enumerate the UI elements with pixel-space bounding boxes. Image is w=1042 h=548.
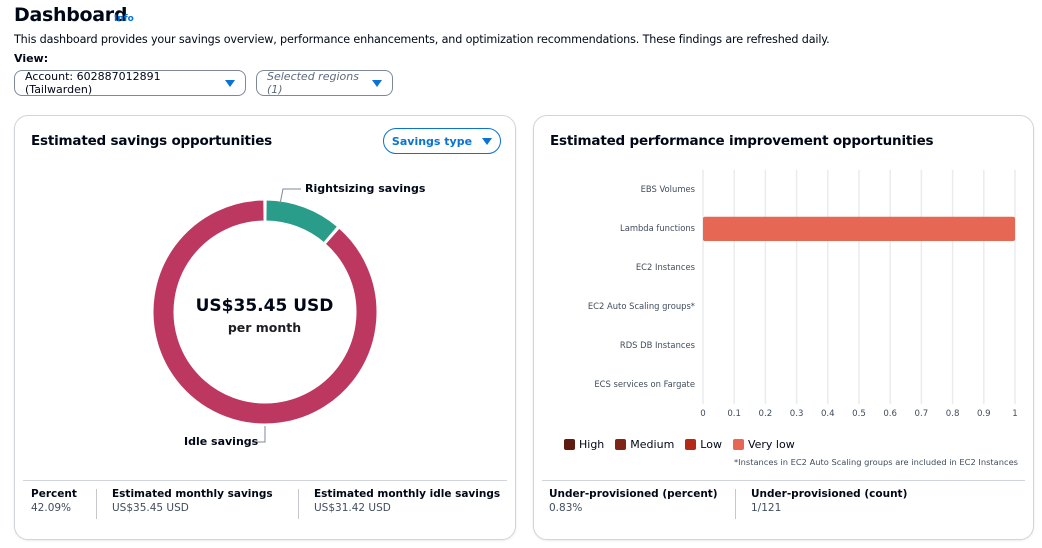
stat-label: Estimated monthly idle savings — [314, 488, 501, 500]
legend-swatch — [732, 439, 744, 450]
y-axis-label: EC2 Instances — [635, 261, 695, 272]
performance-card: Estimated performance improvement opport… — [533, 115, 1034, 540]
bar-chart — [702, 170, 1016, 404]
stat-label: Percent — [31, 488, 77, 500]
legend-item-low[interactable]: Low — [685, 438, 722, 451]
legend-swatch — [615, 439, 627, 450]
x-tick-label: 0.8 — [945, 409, 960, 419]
caret-down-icon — [225, 79, 235, 87]
x-tick-label: 0.1 — [727, 409, 742, 419]
view-label: View: — [14, 52, 49, 65]
donut-label-rightsizing: Rightsizing savings — [305, 182, 426, 195]
stat-value: 0.83% — [549, 502, 583, 514]
divider — [542, 480, 1025, 481]
stat-value: 1/121 — [751, 502, 782, 514]
regions-select[interactable]: Selected regions (1) — [256, 70, 393, 96]
bar-lambda-functions-very-low[interactable] — [703, 216, 1015, 241]
y-axis-label: Lambda functions — [620, 222, 695, 233]
donut-center-sub: per month — [227, 320, 302, 335]
legend-swatch — [685, 439, 697, 450]
x-tick-label: 1 — [1012, 409, 1018, 419]
y-axis-label: EC2 Auto Scaling groups* — [587, 300, 695, 311]
caret-down-icon — [482, 137, 493, 145]
info-link[interactable]: Info — [114, 14, 134, 24]
account-select-value: Account: 602887012891 (Tailwarden) — [25, 70, 161, 96]
x-tick-label: 0.4 — [820, 409, 835, 419]
donut-slice-idle-savings[interactable] — [152, 199, 378, 425]
savings-card-title: Estimated savings opportunities — [31, 133, 272, 149]
divider — [96, 489, 97, 519]
performance-card-title: Estimated performance improvement opport… — [550, 133, 934, 149]
legend-label: Low — [700, 438, 722, 451]
stat-value: 42.09% — [31, 502, 72, 514]
legend-label: High — [579, 438, 605, 451]
x-tick-label: 0.3 — [789, 409, 804, 419]
stat-label: Estimated monthly savings — [112, 488, 273, 500]
savings-card: Estimated savings opportunities Savings … — [14, 115, 516, 540]
x-tick-label: 0 — [700, 409, 706, 419]
x-tick-label: 0.5 — [852, 409, 866, 419]
donut-chart — [152, 188, 378, 443]
stat-value: US$35.45 USD — [112, 502, 189, 514]
y-axis-label: EBS Volumes — [640, 183, 695, 194]
chart-footnote: *Instances in EC2 Auto Scaling groups ar… — [734, 457, 1018, 467]
y-axis-label: RDS DB Instances — [619, 339, 695, 350]
savings-type-button[interactable]: Savings type — [383, 128, 501, 154]
page-description: This dashboard provides your savings ove… — [14, 33, 830, 46]
legend-swatch — [564, 439, 575, 450]
legend-label: Medium — [630, 438, 675, 451]
donut-label-idle: Idle savings — [184, 435, 259, 448]
legend-label: Very low — [747, 438, 795, 451]
legend-item-high[interactable]: High — [564, 438, 604, 451]
stat-idle-savings: Estimated monthly idle savings US$31.42 … — [314, 488, 500, 514]
regions-select-value: Selected regions (1) — [267, 70, 359, 96]
stat-value: US$31.42 USD — [314, 502, 391, 514]
x-tick-label: 0.6 — [883, 409, 898, 419]
page-title: Dashboard — [14, 4, 128, 26]
legend-item-medium[interactable]: Medium — [615, 438, 674, 451]
x-tick-label: 0.9 — [976, 409, 991, 419]
divider — [23, 480, 507, 481]
divider — [298, 489, 299, 519]
savings-type-label: Savings type — [391, 134, 473, 148]
legend-item-very-low[interactable]: Very low — [732, 438, 795, 451]
divider — [735, 489, 736, 519]
leader-line-idle — [252, 426, 266, 443]
leader-line-rightsizing — [279, 188, 301, 205]
donut-center-value: US$35.45 USD — [195, 296, 334, 316]
stat-label: Under-provisioned (percent) — [549, 488, 718, 500]
x-tick-label: 0.7 — [914, 409, 929, 419]
chart-legend: High Medium Low Very low — [564, 438, 806, 451]
stat-label: Under-provisioned (count) — [751, 488, 908, 500]
caret-down-icon — [372, 79, 382, 87]
stat-monthly-savings: Estimated monthly savings US$35.45 USD — [112, 488, 273, 514]
account-select[interactable]: Account: 602887012891 (Tailwarden) — [14, 70, 246, 96]
stat-under-provisioned-percent: Under-provisioned (percent) 0.83% — [549, 488, 718, 514]
x-tick-label: 0.2 — [758, 409, 773, 419]
donut-slice-rightsizing-savings[interactable] — [265, 199, 339, 244]
y-axis-label: ECS services on Fargate — [594, 378, 695, 389]
stat-percent: Percent 42.09% — [31, 488, 77, 514]
stat-under-provisioned-count: Under-provisioned (count) 1/121 — [751, 488, 907, 514]
